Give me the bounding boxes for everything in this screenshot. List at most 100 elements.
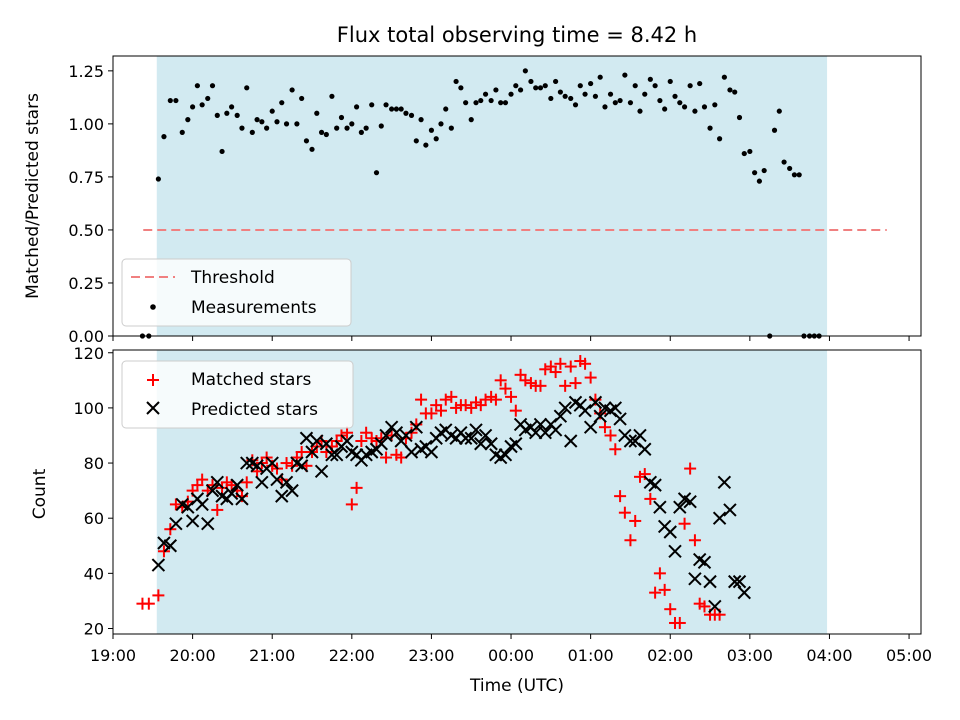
measurement-point xyxy=(363,125,369,131)
predicted-star-point xyxy=(683,494,697,509)
measurement-point xyxy=(408,112,415,118)
predicted-star-point xyxy=(608,401,623,415)
measurement-point xyxy=(537,85,544,91)
measurement-point xyxy=(752,170,758,176)
predicted-star-point xyxy=(310,434,324,448)
matched-legend-label: Matched stars xyxy=(191,370,311,390)
predicted-star-point xyxy=(498,448,513,462)
matched-star-point xyxy=(459,399,472,412)
predicted-star-point xyxy=(195,497,209,512)
x-axis: 19:00 20:00 21:00 22:00 23:00 00:00 01:00 02:00… xyxy=(90,634,932,665)
measurement-point xyxy=(548,95,554,102)
measurement-point xyxy=(562,93,568,99)
measurement-point xyxy=(632,83,638,89)
measurement-point xyxy=(662,106,668,112)
measurement-point xyxy=(433,136,439,142)
x-tick-label: 02:00 xyxy=(647,646,693,665)
measurement-point xyxy=(607,91,614,97)
measurement-point xyxy=(179,129,185,135)
predicted-star-point xyxy=(588,395,603,410)
x-tick-label: 19:00 xyxy=(90,646,136,665)
matched-star-point xyxy=(286,459,299,472)
measurement-point xyxy=(727,87,733,93)
predicted-star-point xyxy=(732,574,747,589)
matched-star-point xyxy=(534,379,547,392)
matched-star-point xyxy=(445,390,458,403)
measurement-point xyxy=(741,150,747,157)
matched-star-point xyxy=(355,434,368,447)
matched-star-point xyxy=(211,503,224,516)
predicted-star-point xyxy=(653,500,667,514)
measurement-point xyxy=(279,100,285,106)
x-tick-label: 20:00 xyxy=(170,646,216,665)
predicted-star-point xyxy=(305,445,319,459)
measurement-point xyxy=(617,97,623,104)
measurement-point xyxy=(707,125,713,131)
measurement-point xyxy=(239,125,245,131)
measurement-point xyxy=(289,87,295,93)
threshold-legend-label: Threshold xyxy=(190,268,275,288)
measurement-point xyxy=(672,93,678,99)
measurement-point xyxy=(254,117,260,123)
predicted-star-point xyxy=(210,475,224,490)
matched-legend-swatch xyxy=(147,374,159,386)
predicted-star-point xyxy=(230,478,244,492)
matched-star-point xyxy=(614,490,627,503)
predicted-star-point xyxy=(578,403,592,418)
measurement-point xyxy=(438,121,444,127)
top-y-tick-label: 1.00 xyxy=(68,115,104,134)
predicted-star-point xyxy=(399,428,413,443)
measurement-point xyxy=(373,170,380,176)
top-y-axis-label: Matched/Predicted stars xyxy=(23,93,43,299)
x-tick-label: 04:00 xyxy=(806,646,852,665)
predicted-star-point xyxy=(484,437,498,451)
x-tick-label: 22:00 xyxy=(329,646,375,665)
matched-star-point xyxy=(494,374,507,387)
measurement-point xyxy=(249,129,255,135)
measurement-point xyxy=(428,127,435,133)
predicted-star-point xyxy=(389,426,404,440)
measurement-point xyxy=(358,129,364,135)
x-tick-label: 01:00 xyxy=(568,646,614,665)
top-panel: 0.00 0.25 0.50 0.75 1.00 1.25 Matched/Predict… xyxy=(23,55,922,346)
predicted-star-point xyxy=(558,401,572,415)
measurement-point xyxy=(781,159,787,165)
measurement-point xyxy=(224,110,230,116)
matched-star-point xyxy=(598,421,611,434)
matched-star-point xyxy=(225,479,238,492)
predicted-star-point xyxy=(240,456,254,470)
bottom-y-tick-label: 20 xyxy=(84,619,104,638)
bottom-points xyxy=(136,355,751,629)
measurement-point xyxy=(528,78,534,85)
matched-star-point xyxy=(698,600,711,613)
predicted-star-point xyxy=(270,472,284,487)
measurement-point xyxy=(582,91,588,97)
measurement-point xyxy=(453,78,459,85)
matched-star-point xyxy=(350,481,363,494)
predicted-star-point xyxy=(478,428,493,443)
x-tick-label: 05:00 xyxy=(886,646,932,665)
predicted-star-point xyxy=(548,423,563,437)
measurement-point xyxy=(502,100,509,106)
top-panel-frame xyxy=(112,55,922,337)
matched-star-point xyxy=(644,492,657,505)
predicted-star-point xyxy=(299,431,314,445)
matched-star-point xyxy=(280,457,293,470)
measurement-point xyxy=(209,83,216,89)
matched-star-point xyxy=(509,404,522,417)
measurement-point xyxy=(299,95,305,102)
x-tick-label: 21:00 xyxy=(249,646,295,665)
measurement-point xyxy=(194,83,200,89)
measurement-point xyxy=(787,165,793,172)
predicted-star-point xyxy=(737,585,751,600)
measurement-point xyxy=(657,97,663,104)
measurement-point xyxy=(383,102,389,108)
measurement-point xyxy=(771,127,778,133)
measurement-point xyxy=(493,87,499,93)
measurement-point xyxy=(498,100,504,106)
measurement-point xyxy=(229,104,235,110)
measurement-point xyxy=(468,117,474,123)
measurement-point xyxy=(458,85,464,91)
matched-star-point xyxy=(549,366,562,379)
bottom-legend-box xyxy=(121,360,354,429)
